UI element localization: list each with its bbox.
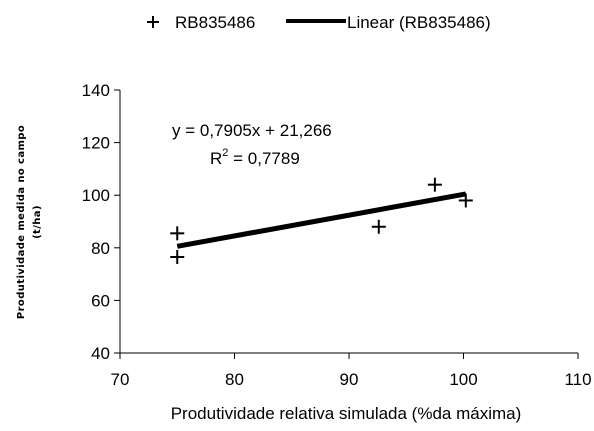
y-tick-label: 80 — [91, 239, 110, 258]
y-axis-title-line1: Produtividade medida no campo — [16, 125, 27, 319]
trendline-equation: y = 0,7905x + 21,266 — [172, 121, 332, 140]
y-tick-label: 120 — [82, 134, 110, 153]
x-tick-label: 90 — [340, 370, 359, 389]
r-squared-prefix: R — [210, 149, 222, 168]
y-tick-label: 40 — [91, 344, 110, 363]
x-tick-label: 100 — [449, 370, 477, 389]
y-tick-label: 100 — [82, 186, 110, 205]
data-point — [458, 193, 473, 208]
data-point — [170, 250, 185, 265]
data-point — [427, 177, 442, 192]
y-tick-label: 60 — [91, 291, 110, 310]
data-point — [170, 226, 185, 241]
r-squared-value: = 0,7789 — [228, 149, 299, 168]
legend-marker-plus — [147, 16, 159, 28]
r-squared-annotation: R2 = 0,7789 — [210, 147, 300, 168]
legend-label-trendline: Linear (RB835486) — [347, 13, 491, 32]
y-axis-title-line2: (t/ha) — [32, 205, 43, 239]
data-points — [170, 177, 473, 265]
data-point — [371, 219, 386, 234]
x-tick-label: 70 — [111, 370, 130, 389]
legend: RB835486 Linear (RB835486) — [147, 13, 491, 32]
legend-label-series: RB835486 — [175, 13, 255, 32]
y-ticks: 40 60 80 100 120 140 — [82, 81, 120, 363]
x-tick-label: 110 — [564, 370, 591, 389]
trendline-linear — [176, 191, 467, 249]
x-ticks: 70 80 90 100 110 — [111, 353, 592, 389]
y-tick-label: 140 — [82, 81, 110, 100]
x-axis-title: Produtividade relativa simulada (%da máx… — [171, 404, 522, 423]
y-axis-title: Produtividade medida no campo (t/ha) — [16, 125, 43, 319]
x-tick-label: 80 — [225, 370, 244, 389]
r-squared-superscript: 2 — [222, 147, 228, 159]
